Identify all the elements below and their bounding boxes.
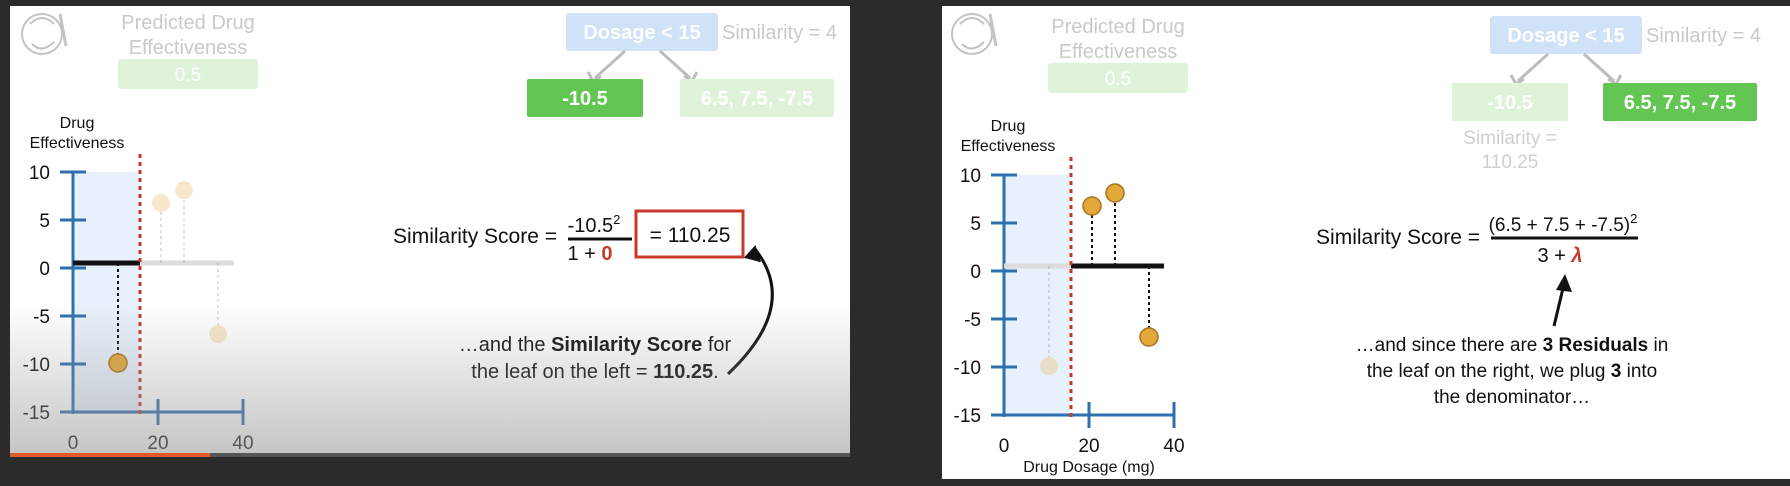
formula-numerator: (6.5 + 7.5 + -7.5)2 (1489, 211, 1638, 236)
x-tick: 0 (999, 436, 1010, 457)
leaf-right-node (1603, 83, 1757, 121)
predicted-label-line2: Effectiveness (1059, 41, 1178, 63)
right-video-frame: Predicted Drug Effectiveness 0.5 Dosage … (942, 6, 1790, 479)
root-node (1490, 16, 1642, 54)
root-similarity: Similarity = 4 (722, 22, 837, 44)
x-tick: 40 (1163, 436, 1184, 457)
y-tick: -15 (954, 406, 981, 427)
caption-line2: the leaf on the right, we plug 3 into (1367, 361, 1658, 382)
predicted-value-box (1048, 63, 1188, 93)
x-tick: 0 (68, 433, 79, 453)
formula-result: = 110.25 (650, 224, 731, 247)
y-tick: 10 (29, 163, 50, 184)
leaf-left-value: -10.5 (1487, 92, 1533, 114)
y-axis-label-line2: Effectiveness (961, 138, 1056, 155)
leaf-right-node (680, 79, 834, 117)
data-point (1139, 327, 1159, 347)
statquest-logo-icon (21, 13, 68, 55)
root-condition: Dosage < 15 (583, 22, 700, 44)
video-progress-bar[interactable] (10, 453, 850, 457)
y-tick: 5 (39, 211, 50, 232)
y-tick: -10 (23, 355, 50, 376)
right-plot: Drug Effectiveness 10 5 0 -5 -10 -15 0 2… (954, 118, 1185, 476)
leaf-left-node (1452, 83, 1568, 121)
similarity-formula: Similarity Score = (6.5 + 7.5 + -7.5)2 3… (1316, 211, 1638, 267)
leaf-right-values: 6.5, 7.5, -7.5 (701, 88, 813, 110)
caption-line1: …and since there are 3 Residuals in (1356, 335, 1669, 356)
root-condition: Dosage < 15 (1507, 25, 1624, 47)
y-axis-label-line1: Drug (60, 115, 95, 132)
y-tick: 5 (970, 214, 981, 235)
predicted-label-line1: Predicted Drug (121, 12, 254, 34)
caption-line1: …and the Similarity Score for (459, 334, 732, 356)
left-video-frame: Predicted Drug Effectiveness 0.5 Dosage … (10, 6, 850, 453)
y-axis-label-line1: Drug (991, 118, 1026, 135)
data-point (1040, 357, 1058, 375)
data-point (1082, 196, 1102, 216)
predicted-label-line1: Predicted Drug (1051, 16, 1184, 38)
right-slide-canvas: Predicted Drug Effectiveness 0.5 Dosage … (951, 13, 1761, 476)
left-slide-canvas: Predicted Drug Effectiveness 0.5 Dosage … (21, 12, 837, 453)
similarity-formula: Similarity Score = -10.52 1 + 0 = 110.25 (393, 209, 745, 265)
video-progress-fill (10, 453, 210, 457)
y-tick: -5 (33, 307, 50, 328)
result-box (634, 209, 745, 259)
predicted-value: 0.5 (1105, 69, 1131, 90)
left-region-shade (73, 172, 139, 414)
root-node (566, 13, 718, 51)
left-plot: Drug Effectiveness 10 5 0 -5 -10 -15 0 2… (23, 115, 254, 453)
data-point (209, 325, 227, 343)
formula-prefix: Similarity Score = (1316, 226, 1480, 249)
y-tick: -15 (23, 403, 50, 424)
left-region-shade (1004, 175, 1070, 417)
formula-denominator: 1 + 0 (567, 243, 612, 265)
data-point (108, 353, 128, 373)
leaf-left-value: -10.5 (562, 88, 608, 110)
x-axis-label: Drug Dosage (mg) (1023, 459, 1155, 476)
formula-numerator: -10.52 (568, 212, 621, 237)
leaf-left-similarity-line1: Similarity = (1463, 128, 1556, 149)
statquest-logo-icon (951, 13, 998, 55)
leaf-right-values: 6.5, 7.5, -7.5 (1624, 92, 1736, 114)
root-similarity: Similarity = 4 (1646, 25, 1761, 47)
data-point (152, 194, 170, 212)
leaf-left-node (527, 79, 643, 117)
y-tick: -5 (964, 310, 981, 331)
predicted-label-line2: Effectiveness (129, 37, 248, 59)
y-tick: -10 (954, 358, 981, 379)
y-tick: 10 (960, 166, 981, 187)
y-tick: 0 (39, 259, 50, 280)
arrow-icon (726, 248, 774, 376)
caption-line3: the denominator… (1434, 387, 1590, 408)
predicted-value: 0.5 (175, 65, 201, 86)
formula-denominator: 3 + λ (1537, 245, 1582, 267)
caption-line2: the leaf on the left = 110.25. (471, 361, 718, 383)
y-axis-label-line2: Effectiveness (30, 135, 125, 152)
y-tick: 0 (970, 262, 981, 283)
x-tick: 20 (1078, 436, 1099, 457)
formula-prefix: Similarity Score = (393, 225, 557, 248)
arrow-icon (1552, 283, 1566, 327)
predicted-value-box (118, 59, 258, 89)
data-point (1105, 183, 1125, 203)
data-point (175, 181, 193, 199)
x-tick: 40 (232, 433, 253, 453)
leaf-left-similarity-line2: 110.25 (1482, 152, 1539, 173)
x-tick: 20 (147, 433, 168, 453)
